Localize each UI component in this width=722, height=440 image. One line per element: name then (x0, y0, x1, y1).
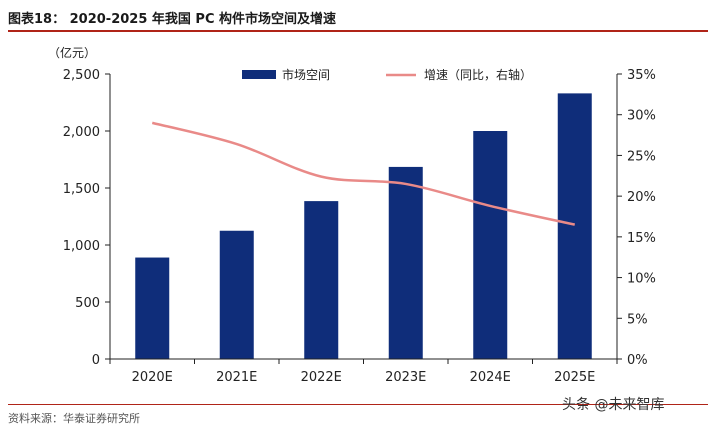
x-tick-label: 2024E (470, 370, 511, 385)
bar-2021E (219, 230, 254, 359)
left-tick-label: 1,500 (63, 182, 100, 197)
bar-2025E (557, 93, 592, 359)
watermark: 头条 @未来智库 (562, 397, 665, 413)
y-axis-unit-label: （亿元） (48, 45, 96, 60)
right-tick-label: 25% (627, 149, 656, 164)
title-rule (8, 30, 708, 32)
right-tick-label: 30% (627, 109, 656, 124)
bar-2024E (473, 131, 508, 359)
legend-bar-swatch (242, 70, 276, 79)
x-tick-label: 2025E (554, 370, 595, 385)
right-tick-label: 10% (627, 272, 656, 287)
left-tick-label: 1,000 (63, 239, 100, 254)
bar-2020E (135, 257, 170, 359)
right-tick-label: 0% (627, 353, 648, 368)
chart: （亿元） 0 500 1,000 1,500 2,000 2,500 0% 5% 10% 15% 2… (48, 45, 656, 385)
source-note: 资料来源：华泰证券研究所 (8, 412, 140, 425)
figure-title: 图表18： 2020-2025 年我国 PC 构件市场空间及增速 (8, 12, 337, 27)
left-tick-label: 500 (75, 296, 100, 311)
right-tick-label: 5% (627, 312, 648, 327)
bar-2023E (388, 166, 423, 359)
legend-line-label: 增速（同比，右轴） (424, 67, 532, 82)
left-tick-label: 2,500 (63, 68, 100, 83)
x-tick-label: 2022E (301, 370, 342, 385)
right-tick-label: 35% (627, 68, 656, 83)
footer-rule (8, 404, 708, 405)
left-tick-label: 2,000 (63, 125, 100, 140)
growth-line (151, 121, 576, 226)
right-tick-label: 20% (627, 190, 656, 205)
x-tick-label: 2020E (132, 370, 173, 385)
bar-2022E (304, 201, 339, 359)
x-tick-label: 2021E (216, 370, 257, 385)
x-tick-label: 2023E (385, 370, 426, 385)
right-tick-label: 15% (627, 231, 656, 246)
legend-bar-label: 市场空间 (282, 67, 330, 82)
left-tick-label: 0 (92, 353, 100, 368)
